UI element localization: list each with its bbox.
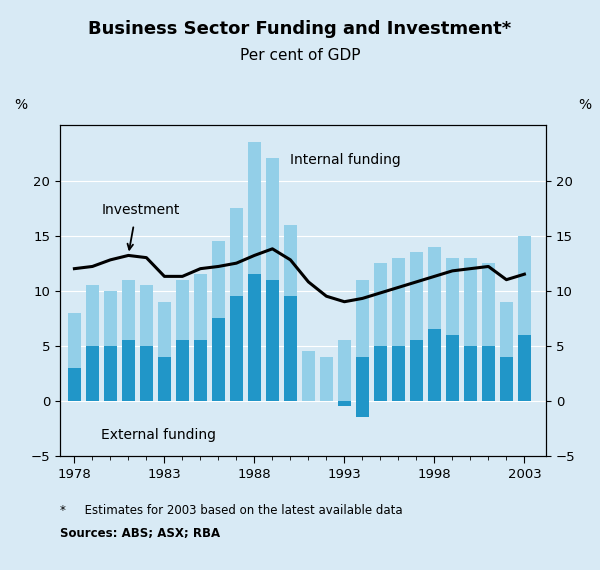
Bar [356, 357, 369, 401]
Bar [86, 346, 99, 401]
Bar [374, 346, 387, 401]
Bar [104, 346, 117, 401]
Text: Investment: Investment [101, 202, 180, 217]
Bar [248, 142, 261, 274]
Bar [482, 263, 495, 346]
Bar [230, 296, 243, 401]
Bar [122, 280, 135, 340]
Bar [176, 340, 189, 401]
Bar [176, 280, 189, 340]
Text: %: % [578, 98, 592, 112]
Bar [284, 225, 297, 296]
Bar [392, 346, 405, 401]
Text: Internal funding: Internal funding [290, 153, 401, 167]
Bar [482, 346, 495, 401]
Bar [284, 296, 297, 401]
Bar [518, 335, 531, 401]
Text: Business Sector Funding and Investment*: Business Sector Funding and Investment* [88, 20, 512, 38]
Bar [410, 340, 423, 401]
Bar [500, 302, 513, 357]
Text: *     Estimates for 2003 based on the latest available data: * Estimates for 2003 based on the latest… [60, 504, 403, 518]
Bar [194, 340, 207, 401]
Text: Sources: ABS; ASX; RBA: Sources: ABS; ASX; RBA [60, 527, 220, 540]
Bar [140, 346, 153, 401]
Bar [212, 241, 225, 318]
Bar [356, 401, 369, 417]
Bar [338, 401, 351, 406]
Bar [374, 263, 387, 346]
Bar [392, 258, 405, 346]
Bar [212, 318, 225, 401]
Bar [338, 340, 351, 401]
Bar [158, 302, 171, 357]
Bar [356, 280, 369, 357]
Bar [86, 285, 99, 346]
Bar [464, 346, 477, 401]
Bar [122, 340, 135, 401]
Bar [446, 258, 459, 335]
Bar [446, 335, 459, 401]
Bar [248, 274, 261, 401]
Bar [194, 274, 207, 340]
Bar [140, 285, 153, 346]
Bar [518, 235, 531, 335]
Bar [428, 247, 441, 329]
Bar [68, 313, 81, 368]
Bar [104, 291, 117, 346]
Bar [68, 368, 81, 401]
Bar [266, 158, 279, 280]
Bar [410, 252, 423, 340]
Bar [464, 258, 477, 346]
Bar [158, 357, 171, 401]
Text: Per cent of GDP: Per cent of GDP [240, 48, 360, 63]
Text: %: % [14, 98, 28, 112]
Bar [500, 357, 513, 401]
Bar [428, 329, 441, 401]
Bar [320, 357, 333, 401]
Bar [266, 280, 279, 401]
Text: External funding: External funding [101, 429, 217, 442]
Bar [230, 208, 243, 296]
Bar [302, 351, 315, 401]
